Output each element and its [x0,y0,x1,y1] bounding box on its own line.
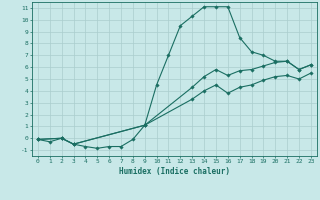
X-axis label: Humidex (Indice chaleur): Humidex (Indice chaleur) [119,167,230,176]
